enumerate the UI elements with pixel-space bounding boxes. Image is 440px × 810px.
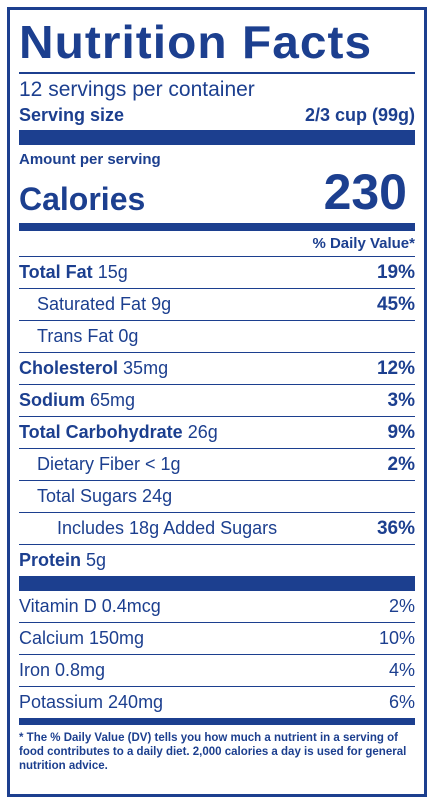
nutrient-name: Total Carbohydrate <box>19 422 183 442</box>
nutrient-amount: 5g <box>86 550 107 570</box>
nutrient-row-dietary-fiber: Dietary Fiber < 1g 2% <box>19 449 415 481</box>
vitamin-percent: 6% <box>388 692 415 712</box>
nutrient-amount: 26g <box>187 422 218 442</box>
calories-label: Calories <box>19 181 146 217</box>
medium-divider <box>19 223 415 231</box>
nutrient-name: Dietary Fiber < 1g <box>37 454 181 474</box>
vitamin-percent: 2% <box>388 596 415 616</box>
thick-divider <box>19 130 415 145</box>
nutrient-row-protein: Protein 5g <box>19 545 415 576</box>
servings-per-container: 12 servings per container <box>19 78 255 101</box>
nutrient-name: Saturated Fat 9g <box>37 294 172 314</box>
nutrient-row-total-carbohydrate: Total Carbohydrate 26g 9% <box>19 417 415 449</box>
vitamin-row-potassium: Potassium 240mg 6% <box>19 687 415 718</box>
vitamin-name: Vitamin D 0.4mcg <box>19 596 161 616</box>
nutrient-name: Includes 18g Added Sugars <box>57 518 278 538</box>
label-title: Nutrition Facts <box>19 16 373 68</box>
nutrient-row-sodium: Sodium 65mg 3% <box>19 385 415 417</box>
calories-row: Calories 230 <box>19 164 415 220</box>
nutrient-percent: 19% <box>376 261 415 283</box>
divider <box>19 72 415 74</box>
nutrient-name: Protein <box>19 550 82 570</box>
nutrient-row-total-fat: Total Fat 15g 19% <box>19 257 415 289</box>
nutrient-amount: 15g <box>97 262 128 282</box>
amount-per-serving: Amount per serving <box>19 151 161 168</box>
footnote: * The % Daily Value (DV) tells you how m… <box>19 732 407 772</box>
nutrient-percent: 12% <box>376 357 415 379</box>
vitamin-name: Calcium 150mg <box>19 628 145 648</box>
nutrient-row-total-sugars: Total Sugars 24g <box>19 481 415 513</box>
nutrient-percent: 36% <box>376 517 415 539</box>
nutrient-row-added-sugars: Includes 18g Added Sugars 36% <box>19 513 415 545</box>
serving-size-row: Serving size 2/3 cup (99g) <box>19 104 415 126</box>
nutrient-name: Trans Fat 0g <box>37 326 139 346</box>
vitamin-name: Potassium 240mg <box>19 692 164 712</box>
nutrient-row-trans-fat: Trans Fat 0g <box>19 321 415 353</box>
nutrition-label: Nutrition Facts 12 servings per containe… <box>7 7 427 797</box>
nutrient-name: Cholesterol <box>19 358 119 378</box>
nutrient-percent: 45% <box>376 293 415 315</box>
nutrient-row-cholesterol: Cholesterol 35mg 12% <box>19 353 415 385</box>
vitamin-name: Iron 0.8mg <box>19 660 106 680</box>
vitamin-row-iron: Iron 0.8mg 4% <box>19 655 415 687</box>
nutrient-percent: 9% <box>387 421 415 443</box>
nutrient-amount: 65mg <box>90 390 136 410</box>
nutrient-name: Sodium <box>19 390 85 410</box>
serving-size-label: Serving size <box>19 105 125 125</box>
nutrient-row-saturated-fat: Saturated Fat 9g 45% <box>19 289 415 321</box>
vitamin-percent: 10% <box>378 628 415 648</box>
nutrient-name: Total Fat <box>19 262 93 282</box>
thick-divider <box>19 576 415 591</box>
medium-divider <box>19 718 415 725</box>
nutrient-percent: 3% <box>387 389 415 411</box>
nutrient-amount: 35mg <box>123 358 169 378</box>
calories-value: 230 <box>323 164 407 220</box>
vitamin-row-calcium: Calcium 150mg 10% <box>19 623 415 655</box>
nutrient-percent: 2% <box>387 453 415 475</box>
vitamin-row-vitamin-d: Vitamin D 0.4mcg 2% <box>19 591 415 623</box>
vitamin-percent: 4% <box>388 660 415 680</box>
serving-size-value: 2/3 cup (99g) <box>304 105 415 125</box>
daily-value-header: % Daily Value* <box>19 231 415 257</box>
nutrient-name: Total Sugars 24g <box>37 486 173 506</box>
